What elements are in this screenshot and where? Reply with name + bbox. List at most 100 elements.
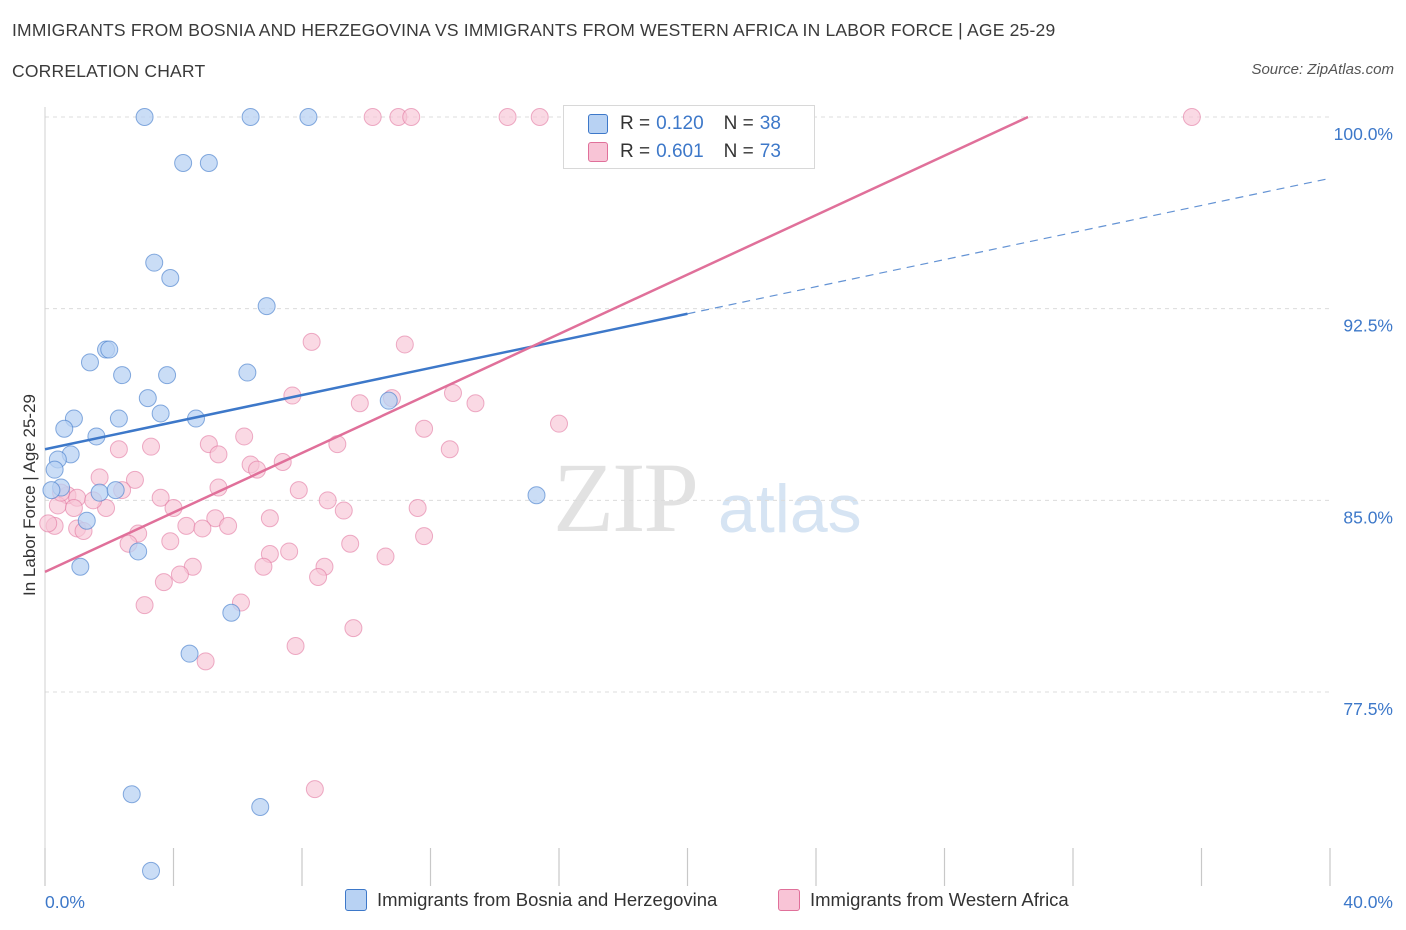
- point-bosnia: [71, 557, 90, 576]
- trend-line-western-africa: [44, 115, 1029, 574]
- point-bosnia: [142, 861, 161, 880]
- legend-row-western-africa: R = 0.601 N = 73: [588, 140, 781, 164]
- chart-subtitle: CORRELATION CHART: [12, 61, 206, 81]
- bottom-swatch-blue: [345, 889, 367, 911]
- point-western-africa: [550, 414, 568, 433]
- point-western-africa: [415, 527, 434, 546]
- point-western-africa: [235, 427, 254, 446]
- point-bosnia: [100, 340, 119, 359]
- point-western-africa: [109, 440, 128, 459]
- point-western-africa: [415, 419, 434, 438]
- point-western-africa: [170, 565, 189, 584]
- legend-r-value: 0.601: [656, 141, 704, 162]
- point-western-africa: [402, 108, 421, 126]
- legend-r-value: 0.120: [656, 113, 704, 134]
- point-western-africa: [254, 557, 273, 576]
- point-western-africa: [193, 519, 212, 538]
- point-western-africa: [443, 384, 462, 402]
- legend-r-label: R =: [620, 113, 651, 134]
- point-western-africa: [530, 108, 549, 126]
- point-western-africa: [363, 108, 382, 126]
- point-western-africa: [196, 652, 215, 671]
- watermark-zip: ZIP: [553, 442, 699, 553]
- point-western-africa: [39, 514, 58, 533]
- legend-swatch-blue: [588, 114, 608, 134]
- trend-lines: [44, 115, 1331, 574]
- point-bosnia: [299, 108, 318, 126]
- y-tick-label: 77.5%: [1343, 699, 1393, 719]
- point-western-africa: [440, 440, 459, 459]
- point-bosnia: [199, 154, 218, 172]
- point-bosnia: [122, 785, 141, 804]
- point-western-africa: [344, 619, 363, 638]
- data-points: [39, 108, 1201, 880]
- x-tick-label: 40.0%: [1343, 892, 1393, 912]
- point-bosnia: [379, 391, 398, 410]
- point-western-africa: [309, 568, 328, 586]
- y-axis-title: In Labor Force | Age 25-29: [20, 394, 39, 596]
- point-bosnia: [42, 481, 61, 500]
- point-bosnia: [174, 154, 193, 172]
- point-western-africa: [142, 437, 161, 456]
- point-western-africa: [341, 534, 360, 553]
- point-western-africa: [408, 499, 427, 517]
- point-western-africa: [286, 637, 305, 655]
- point-bosnia: [251, 798, 270, 816]
- point-bosnia: [113, 366, 132, 385]
- point-western-africa: [318, 491, 337, 510]
- point-bosnia: [180, 644, 199, 663]
- point-bosnia: [129, 542, 148, 561]
- bottom-legend-label: Immigrants from Bosnia and Herzegovina: [377, 889, 718, 910]
- bottom-swatch-pink: [778, 889, 800, 911]
- point-western-africa: [177, 516, 196, 535]
- point-bosnia: [161, 269, 180, 287]
- point-bosnia: [145, 253, 164, 272]
- stats-legend: R = 0.120 N = 38 R = 0.601 N = 73: [563, 105, 815, 169]
- point-western-africa: [498, 108, 517, 126]
- point-bosnia: [527, 486, 546, 505]
- point-western-africa: [376, 547, 395, 566]
- point-western-africa: [154, 573, 173, 592]
- point-western-africa: [64, 499, 83, 517]
- point-western-africa: [1182, 108, 1201, 126]
- point-western-africa: [151, 488, 170, 507]
- y-tick-label: 85.0%: [1343, 507, 1393, 527]
- axes: [44, 107, 1331, 886]
- point-western-africa: [305, 780, 324, 799]
- point-western-africa: [350, 394, 369, 413]
- point-western-africa: [209, 445, 228, 464]
- point-western-africa: [280, 542, 299, 561]
- point-western-africa: [302, 332, 321, 351]
- point-western-africa: [90, 468, 109, 487]
- source-label: Source: ZipAtlas.com: [1251, 61, 1394, 78]
- bottom-legend-western-africa: Immigrants from Western Africa: [778, 889, 1069, 911]
- legend-n-label: N =: [723, 113, 754, 134]
- point-bosnia: [106, 481, 125, 500]
- point-bosnia: [77, 511, 96, 530]
- point-bosnia: [80, 353, 99, 372]
- legend-r-label: R =: [620, 141, 651, 162]
- point-bosnia: [158, 366, 177, 385]
- x-tick-label: 0.0%: [45, 892, 85, 912]
- bottom-legend-label: Immigrants from Western Africa: [810, 889, 1069, 910]
- bottom-legend-bosnia: Immigrants from Bosnia and Herzegovina: [345, 889, 717, 911]
- point-bosnia: [90, 483, 109, 502]
- trend-line-bosnia-extension: [687, 177, 1331, 315]
- point-western-africa: [135, 596, 154, 615]
- point-western-africa: [219, 516, 238, 535]
- legend-row-bosnia: R = 0.120 N = 38: [588, 112, 781, 136]
- y-tick-label: 92.5%: [1343, 316, 1393, 336]
- point-western-africa: [260, 509, 279, 528]
- point-western-africa: [289, 481, 308, 500]
- point-bosnia: [45, 460, 64, 479]
- point-bosnia: [241, 108, 260, 126]
- legend-n-label: N =: [723, 141, 754, 162]
- point-western-africa: [125, 470, 144, 489]
- point-bosnia: [222, 603, 241, 622]
- legend-swatch-pink: [588, 142, 608, 162]
- point-western-africa: [466, 394, 485, 413]
- point-western-africa: [395, 335, 414, 354]
- point-bosnia: [109, 409, 128, 428]
- point-bosnia: [55, 419, 74, 438]
